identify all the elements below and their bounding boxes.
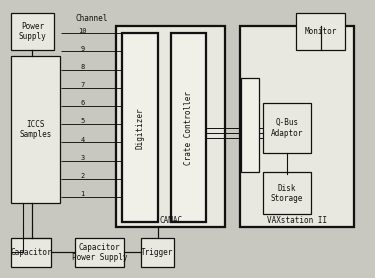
Text: Power
Supply: Power Supply [19,22,46,41]
Bar [241,78,259,172]
Text: 8: 8 [80,64,85,70]
Bar [171,33,206,222]
Bar [122,33,158,222]
Text: Trigger: Trigger [141,248,174,257]
Text: Digitizer: Digitizer [135,107,144,149]
Bar [262,103,311,153]
Text: Q-Bus
Adaptor: Q-Bus Adaptor [271,118,303,138]
Bar [11,56,60,203]
Text: 7: 7 [80,82,85,88]
Text: 6: 6 [80,100,85,106]
Bar [262,172,311,214]
Text: 9: 9 [80,46,85,52]
Text: Monitor: Monitor [304,27,337,36]
Text: 5: 5 [80,118,85,125]
Text: VAXstation II: VAXstation II [267,216,327,225]
Bar [75,238,124,267]
Text: Crate Controller: Crate Controller [184,91,193,165]
Text: 10: 10 [78,28,87,34]
Text: 2: 2 [80,173,85,179]
Text: Capacitor: Capacitor [10,248,52,257]
Bar [240,26,354,227]
Text: Capacitor
Power Supply: Capacitor Power Supply [72,243,127,262]
Text: ICCS
Samples: ICCS Samples [20,120,52,139]
Text: Disk
Storage: Disk Storage [271,183,303,203]
Text: Channel: Channel [76,14,108,23]
Bar [11,238,51,267]
Text: CAMAC: CAMAC [159,216,182,225]
Bar [11,13,54,50]
Bar [141,238,174,267]
Text: 1: 1 [80,191,85,197]
Bar [296,13,345,50]
Text: 4: 4 [80,136,85,143]
Bar [116,26,225,227]
Text: 3: 3 [80,155,85,161]
